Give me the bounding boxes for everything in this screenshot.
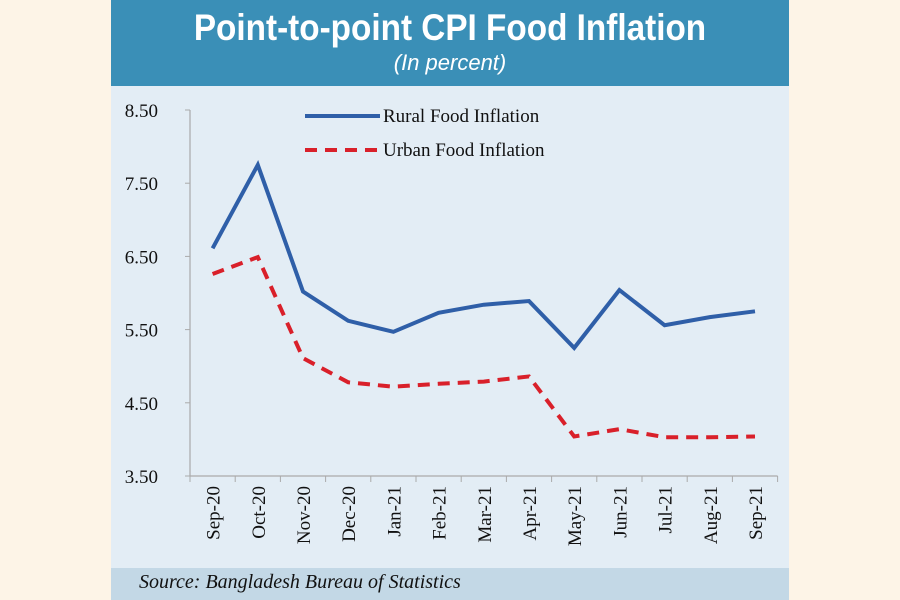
x-tick-label: Dec-20	[339, 486, 360, 542]
y-tick-label: 8.50	[125, 101, 158, 122]
x-tick-label: Sep-20	[204, 486, 225, 540]
x-tick-label: May-21	[565, 486, 586, 546]
y-tick-label: 6.50	[125, 247, 158, 268]
chart-subtitle: (In percent)	[393, 50, 507, 75]
source-note: Source: Bangladesh Bureau of Statistics	[139, 571, 461, 593]
x-tick-label: Aug-21	[701, 486, 722, 544]
x-tick-label: Oct-20	[249, 486, 270, 539]
x-tick-label: Mar-21	[475, 486, 496, 543]
x-tick-label: Jul-21	[656, 486, 677, 534]
y-tick-label: 3.50	[125, 467, 158, 488]
x-tick-label: Nov-20	[294, 486, 315, 544]
series-line-urban	[211, 254, 756, 440]
y-tick-label: 5.50	[125, 321, 158, 342]
y-tick-label: 4.50	[125, 394, 158, 415]
x-tick-label: Jun-21	[610, 486, 631, 538]
source-bar: Source: Bangladesh Bureau of Statistics	[111, 568, 789, 600]
legend-label: Rural Food Inflation	[383, 106, 540, 127]
chart-header: Point-to-point CPI Food Inflation (In pe…	[111, 0, 789, 86]
series-line-rural	[210, 160, 756, 351]
x-tick-label: Sep-21	[746, 486, 767, 540]
legend-label: Urban Food Inflation	[383, 140, 545, 161]
x-tick-label: Apr-21	[520, 486, 541, 541]
y-tick-label: 7.50	[125, 174, 158, 195]
x-tick-label: Feb-21	[430, 486, 451, 540]
chart-panel: Point-to-point CPI Food Inflation (In pe…	[111, 0, 789, 600]
chart-title: Point-to-point CPI Food Inflation	[193, 7, 707, 48]
x-tick-label: Jan-21	[384, 486, 405, 537]
